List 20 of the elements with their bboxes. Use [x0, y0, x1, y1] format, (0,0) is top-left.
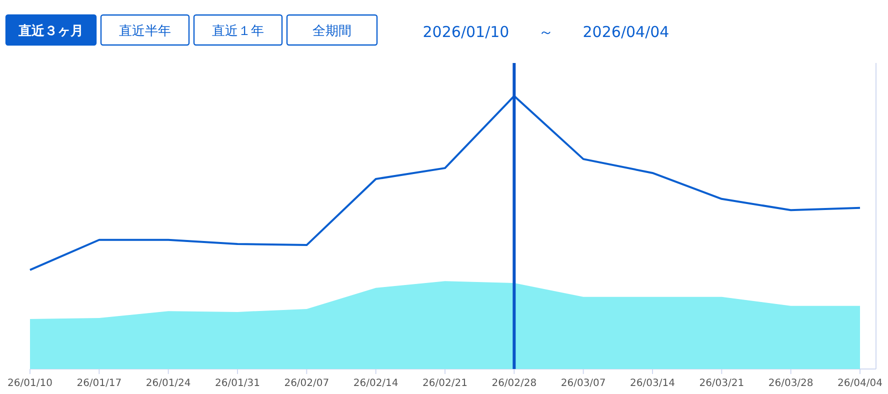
annotation: 2026/01/10: [422, 23, 510, 41]
x-tick-label: 26/02/28: [492, 378, 537, 389]
x-tick-label: 26/02/21: [422, 378, 468, 389]
x-tick-label: 26/01/17: [76, 378, 122, 389]
annotation: 直近半年: [100, 14, 190, 46]
x-tick-label: 26/01/24: [146, 378, 191, 389]
annotation: 2026/04/04: [582, 23, 670, 41]
x-tick-label: 26/03/28: [768, 378, 814, 389]
x-tick-label: 26/01/10: [8, 378, 52, 389]
x-tick-label: 26/02/14: [353, 378, 398, 389]
annotation: ～: [538, 23, 554, 41]
annotation: 直近１年: [193, 14, 283, 46]
x-tick-label: 26/01/31: [215, 378, 260, 389]
x-tick-label: 26/03/14: [630, 378, 675, 389]
x-tick-label: 26/02/07: [284, 378, 330, 389]
x-tick-label: 26/03/07: [560, 378, 606, 389]
annotation: 全期間: [286, 14, 378, 46]
x-tick-label: 26/03/21: [699, 378, 744, 389]
x-tick-label: 26/04/04: [838, 378, 882, 389]
annotation: 直近３ヶ月: [5, 14, 97, 46]
